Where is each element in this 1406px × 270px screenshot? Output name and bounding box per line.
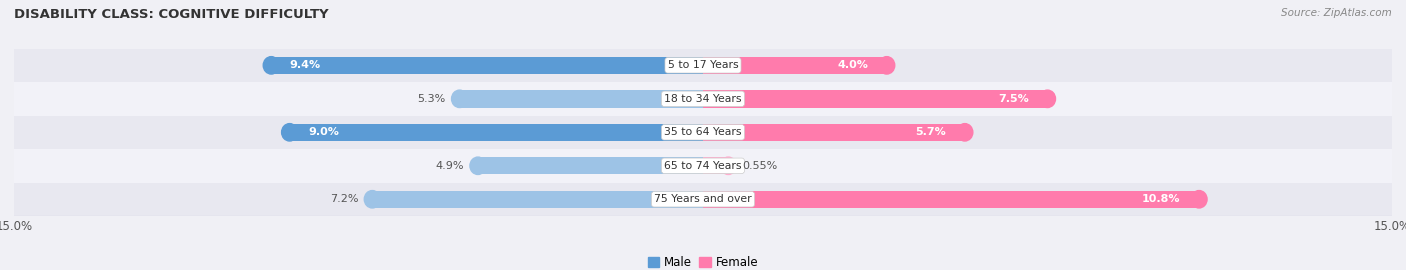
Text: 7.2%: 7.2% (330, 194, 359, 204)
Bar (703, 90, 1047, 107)
Text: 5 to 17 Years: 5 to 17 Years (668, 60, 738, 70)
Bar (271, 57, 703, 74)
Ellipse shape (263, 57, 280, 74)
Text: Source: ZipAtlas.com: Source: ZipAtlas.com (1281, 8, 1392, 18)
Ellipse shape (879, 57, 894, 74)
Bar (14, 49, 1392, 82)
Bar (460, 90, 703, 107)
Ellipse shape (956, 124, 973, 141)
Ellipse shape (470, 157, 486, 174)
Text: 4.0%: 4.0% (838, 60, 869, 70)
Text: 0.55%: 0.55% (742, 161, 778, 171)
Bar (478, 157, 703, 174)
Ellipse shape (1039, 90, 1056, 107)
Bar (373, 191, 703, 208)
Text: 9.0%: 9.0% (308, 127, 339, 137)
Text: 7.5%: 7.5% (998, 94, 1029, 104)
Ellipse shape (281, 124, 298, 141)
Text: 10.8%: 10.8% (1142, 194, 1181, 204)
Bar (14, 149, 1392, 183)
Ellipse shape (1191, 191, 1208, 208)
Ellipse shape (364, 191, 381, 208)
Text: 4.9%: 4.9% (436, 161, 464, 171)
Text: 35 to 64 Years: 35 to 64 Years (664, 127, 742, 137)
Bar (14, 183, 1392, 216)
Legend: Male, Female: Male, Female (643, 251, 763, 270)
Bar (14, 82, 1392, 116)
Bar (703, 157, 728, 174)
Bar (290, 124, 703, 141)
Text: DISABILITY CLASS: COGNITIVE DIFFICULTY: DISABILITY CLASS: COGNITIVE DIFFICULTY (14, 8, 329, 21)
Text: 5.3%: 5.3% (418, 94, 446, 104)
Text: 75 Years and over: 75 Years and over (654, 194, 752, 204)
Text: 18 to 34 Years: 18 to 34 Years (664, 94, 742, 104)
Ellipse shape (720, 157, 737, 174)
Bar (703, 57, 887, 74)
Bar (703, 191, 1199, 208)
Text: 9.4%: 9.4% (290, 60, 321, 70)
Text: 5.7%: 5.7% (915, 127, 946, 137)
Text: 65 to 74 Years: 65 to 74 Years (664, 161, 742, 171)
Ellipse shape (451, 90, 468, 107)
Bar (703, 124, 965, 141)
Bar (14, 116, 1392, 149)
